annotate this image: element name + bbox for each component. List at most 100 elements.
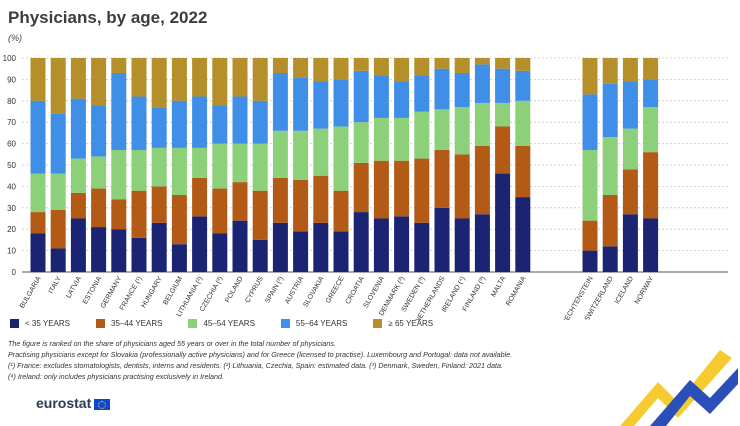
x-tick-label: SLOVAKIA [302,275,325,308]
bar-segment [515,70,531,101]
bar-segment [582,250,598,272]
legend-item-55-64: 55–64 YEARS [280,319,347,328]
bar-segment [394,81,410,118]
bar-segment [474,58,490,65]
stacked-bar-chart: 0 10 20 30 40 50 60 70 80 90 100 BULGARIA ITALY LATVI… [3,54,728,320]
bar-segment [30,233,46,272]
x-tick-label: MALTA [490,275,507,298]
bar-segment [151,222,167,272]
bar-segment [171,100,187,148]
bar-segment [212,105,228,144]
bar-segment [151,58,167,108]
bar-segment [474,145,490,215]
legend-item-lt35: < 35 YEARS [10,319,70,328]
x-tick-label: ROMANIA [505,275,528,307]
bar-segment [434,109,450,151]
bar-segment [414,111,430,159]
legend-swatch [10,319,19,328]
bar-segment [171,147,187,195]
bar-segment [313,175,329,223]
bar-segment [495,102,511,127]
bar-segment [212,233,228,272]
x-tick-label: ICELAND [614,276,635,306]
footnote-country-notes: (¹) France: excludes stomatologists, den… [8,361,503,370]
legend-swatch [188,319,198,328]
bar-segment [50,58,66,114]
chart-title: Physicians, by age, 2022 [8,8,208,27]
bar-segment [353,212,369,272]
bar-segment [272,72,288,131]
bar-segment [272,177,288,223]
bar-segment [602,58,618,84]
bar-segment [293,77,309,131]
bar-segment [212,188,228,234]
bar-segment [582,94,598,151]
bar-segment [252,190,268,240]
bar-segment [50,113,66,174]
bar-segment [70,218,86,272]
bar-segment [192,147,208,178]
bar-segment [602,83,618,138]
bar-segment [293,179,309,232]
bar-segment [353,58,369,71]
bar-segment [622,169,638,215]
footnote-ireland: (⁴) Ireland: only includes physicians pr… [8,372,225,381]
bar-segment [454,72,470,108]
bar-segment [232,96,248,144]
bar-segment [434,150,450,208]
bar-segment [373,117,389,161]
bar-segment [50,248,66,272]
bar-segment [515,145,531,198]
bar-segment [70,58,86,99]
bar-segment [353,162,369,213]
y-tick-label: 80 [7,97,16,106]
footnote-definition: Practising physicians except for Slovaki… [8,350,513,359]
bar-segment [495,68,511,103]
bar-segment [151,186,167,223]
bar-segment [394,160,410,217]
bar-segment [192,177,208,217]
bar-segment [313,81,329,129]
bar-segment [91,105,107,157]
bar-segment [333,231,349,272]
x-tick-label: GREECE [325,275,346,304]
y-tick-label: 90 [7,75,16,84]
bar-segment [70,192,86,219]
bar-segment [394,58,410,82]
bar-segment [252,239,268,272]
bar-segment [171,58,187,101]
bar-segment [474,102,490,146]
x-tick-label: ITALY [48,275,63,295]
y-tick-label: 40 [7,182,16,191]
bar-segment [602,246,618,272]
bar-segment [171,244,187,272]
bar-segment [131,237,147,272]
bar-segment [602,137,618,195]
legend-label: < 35 YEARS [25,319,70,328]
bar-segment [495,58,511,69]
bar-segment [495,126,511,174]
bar-segment [151,147,167,187]
bar-segment [454,58,470,73]
footnotes: The figure is ranked on the share of phy… [8,338,568,382]
bar-segment [643,79,659,108]
bar-segment [30,58,46,101]
bar-segment [30,173,46,213]
bar-segment [232,220,248,272]
bar-segment [252,58,268,101]
x-tick-label: HUNGARY [140,275,164,309]
bar-segment [333,190,349,232]
legend-item-45-54: 45–54 YEARS [188,319,255,328]
bar-segment [333,126,349,191]
y-tick-label: 50 [7,161,16,170]
x-tick-label: BULGARIA [19,275,43,309]
bar-segment [414,158,430,223]
bar-segment [333,79,349,127]
y-tick-label: 100 [3,54,17,63]
bar-segment [373,160,389,219]
bar-segment [50,173,66,210]
bar-segment [91,156,107,189]
bar-segment [272,222,288,272]
bar-segment [622,214,638,272]
bar-segment [313,222,329,272]
